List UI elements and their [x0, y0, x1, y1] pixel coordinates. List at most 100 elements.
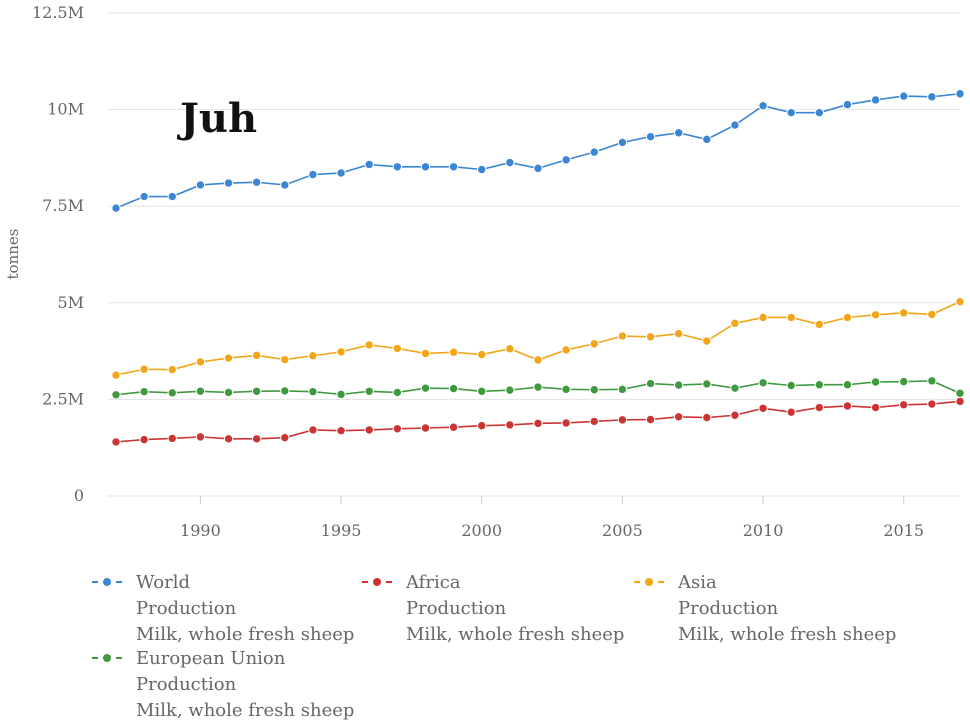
legend-label-line: Production [406, 598, 507, 619]
data-point-asia [899, 308, 909, 318]
data-point-eu [505, 385, 515, 395]
data-point-asia [533, 355, 543, 365]
data-point-africa [786, 407, 796, 417]
data-point-world [899, 91, 909, 101]
data-point-eu [814, 380, 825, 390]
legend-item-world: World Production Milk, whole fresh sheep [92, 572, 354, 645]
data-point-asia [758, 312, 768, 323]
y-tick-label: 12.5M [32, 3, 84, 22]
legend-marker [103, 578, 111, 586]
data-point-world [420, 162, 431, 172]
data-point-asia [673, 329, 684, 339]
data-point-world [589, 147, 599, 157]
data-point-world [617, 137, 628, 148]
data-point-world [533, 163, 543, 174]
data-point-world [477, 164, 487, 175]
legend-item-africa: Africa Production Milk, whole fresh sheep [362, 572, 624, 645]
data-point-eu [561, 384, 571, 395]
data-point-africa [167, 433, 177, 444]
legend-marker [645, 578, 653, 586]
data-point-world [251, 177, 262, 187]
data-point-eu [842, 380, 853, 390]
data-point-africa [814, 402, 825, 413]
data-point-asia [730, 318, 740, 328]
data-point-asia [251, 350, 262, 361]
data-point-africa [392, 424, 403, 434]
data-point-asia [786, 312, 796, 323]
series-world [111, 89, 965, 213]
data-point-asia [814, 319, 825, 330]
legend-item-asia: Asia Production Milk, whole fresh sheep [634, 572, 896, 645]
data-point-africa [280, 432, 290, 443]
data-point-world [336, 168, 346, 178]
data-point-asia [561, 345, 571, 355]
legend-label-line: Asia [677, 572, 717, 593]
data-point-world [842, 99, 853, 110]
data-point-world [448, 162, 459, 172]
data-point-eu [223, 387, 234, 398]
data-point-eu [617, 384, 628, 395]
data-point-asia [336, 347, 346, 357]
data-point-africa [533, 418, 543, 429]
series-layer [111, 89, 965, 447]
data-point-world [702, 134, 712, 145]
data-point-eu [533, 382, 543, 392]
data-point-asia [870, 310, 881, 320]
legend-label-line: Milk, whole fresh sheep [678, 624, 896, 645]
x-tick-label: 2015 [883, 521, 924, 540]
series-africa [111, 396, 965, 447]
data-point-eu [448, 383, 459, 394]
data-point-africa [645, 414, 656, 425]
legend-label-line: Production [136, 598, 237, 619]
legend-marker [103, 654, 111, 662]
data-point-eu [336, 389, 346, 400]
data-point-world [505, 157, 515, 168]
data-point-africa [730, 410, 740, 420]
data-point-eu [899, 376, 909, 387]
data-point-world [758, 101, 768, 111]
data-point-world [223, 178, 234, 188]
data-point-asia [420, 348, 431, 359]
data-point-asia [280, 354, 290, 365]
x-tick-label: 2000 [461, 521, 502, 540]
y-tick-label: 5M [57, 293, 84, 312]
data-point-africa [223, 434, 234, 444]
legend-label-line: Africa [405, 572, 461, 593]
data-point-eu [280, 386, 290, 396]
y-tick-label: 0 [74, 486, 84, 505]
data-point-africa [505, 420, 515, 430]
data-point-asia [195, 357, 206, 367]
series-eu [111, 376, 965, 400]
data-point-eu [392, 387, 403, 398]
legend-label-line: Production [678, 598, 779, 619]
data-point-africa [477, 420, 487, 431]
x-tick-label: 2010 [743, 521, 784, 540]
data-point-asia [477, 349, 487, 360]
data-point-eu [927, 376, 937, 386]
data-point-world [730, 120, 740, 130]
data-point-eu [364, 386, 374, 396]
data-point-eu [167, 388, 177, 398]
data-point-world [280, 180, 290, 190]
data-point-asia [505, 344, 515, 354]
data-point-world [561, 155, 571, 165]
legend-item-eu: European Union Production Milk, whole fres… [92, 648, 354, 720]
data-point-asia [167, 364, 177, 375]
data-point-africa [899, 400, 909, 410]
data-point-africa [927, 399, 937, 409]
data-point-africa [139, 434, 149, 445]
data-point-eu [308, 386, 318, 397]
data-point-africa [420, 423, 431, 433]
data-point-africa [364, 425, 374, 435]
data-point-africa [448, 422, 459, 432]
x-tick-label: 2005 [602, 521, 643, 540]
data-point-africa [561, 418, 571, 428]
data-point-eu [730, 383, 740, 393]
grid-lines [108, 12, 960, 497]
y-tick-label: 2.5M [42, 389, 84, 408]
data-point-world [111, 203, 121, 213]
data-point-world [814, 107, 825, 118]
data-point-eu [420, 383, 431, 393]
